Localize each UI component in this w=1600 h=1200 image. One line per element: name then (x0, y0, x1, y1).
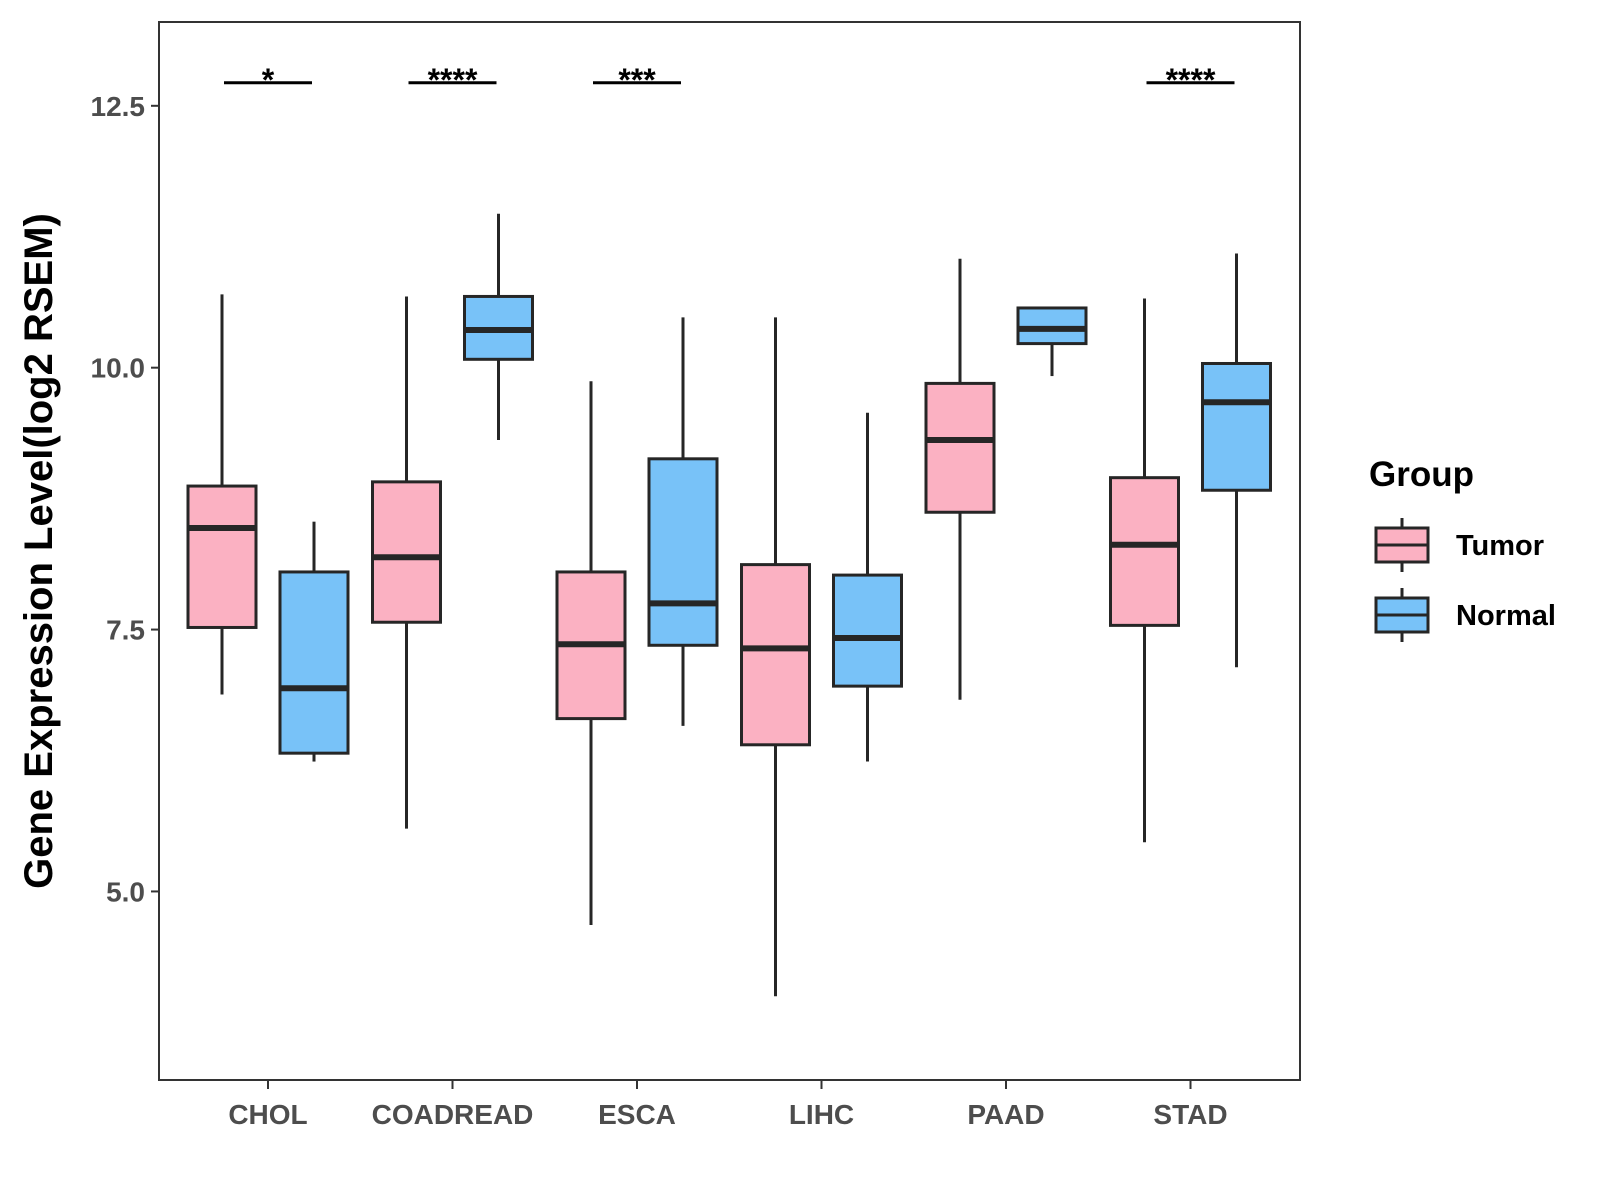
x-tick-label: CHOL (228, 1099, 307, 1130)
box-normal-paad (1016, 306, 1088, 377)
box-normal-coadread (463, 213, 534, 440)
box-normal-esca (647, 317, 719, 726)
y-tick-label: 10.0 (91, 353, 146, 384)
box-tumor-paad (924, 258, 996, 700)
box-tumor-coadread (371, 296, 442, 829)
box-tumor-esca (555, 381, 627, 925)
box-body (371, 480, 442, 624)
box-body (924, 381, 996, 514)
box-normal-chol (278, 521, 350, 762)
significance-label: * (262, 62, 275, 98)
box-body (740, 563, 811, 747)
box-body (1109, 476, 1180, 627)
x-tick-label: LIHC (789, 1099, 854, 1130)
x-axis: CHOL COADREAD ESCA LIHC PAAD STAD (228, 1080, 1228, 1130)
significance-annotations: * **** *** **** (224, 62, 1235, 98)
legend-title: Group (1369, 455, 1474, 494)
box-normal-lihc (832, 412, 903, 762)
x-tick-label: STAD (1153, 1099, 1227, 1130)
y-tick-label: 12.5 (91, 91, 146, 122)
legend-key-normal (1374, 588, 1430, 642)
box-series (186, 213, 1272, 997)
box-body (647, 457, 719, 647)
significance-label: **** (1166, 62, 1216, 98)
legend-key-tumor (1374, 518, 1430, 572)
x-tick-label: ESCA (598, 1099, 676, 1130)
box-normal-stad (1201, 253, 1272, 668)
legend: Group Tumor Normal (1369, 455, 1556, 642)
box-body (1201, 361, 1272, 492)
box-body (1016, 306, 1088, 346)
box-tumor-chol (186, 294, 258, 695)
box-tumor-stad (1109, 298, 1180, 843)
y-axis: 5.0 7.5 10.0 12.5 (91, 91, 159, 907)
y-axis-title: Gene Expression Level(log2 RSEM) (17, 213, 61, 889)
y-tick-label: 7.5 (106, 615, 145, 646)
y-tick-label: 5.0 (106, 876, 145, 907)
box-tumor-lihc (740, 317, 811, 997)
x-tick-label: COADREAD (372, 1099, 534, 1130)
box-body (832, 573, 903, 688)
legend-label: Normal (1456, 600, 1556, 632)
box-body (186, 484, 258, 629)
legend-label: Tumor (1456, 530, 1544, 562)
significance-label: *** (618, 62, 656, 98)
significance-label: **** (428, 62, 478, 98)
x-tick-label: PAAD (967, 1099, 1044, 1130)
box-body (278, 570, 350, 755)
